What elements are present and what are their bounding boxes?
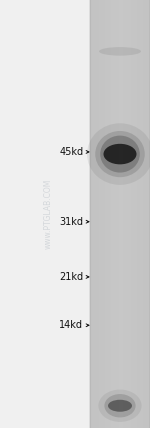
Bar — [112, 0, 114, 428]
Text: 21kd: 21kd — [59, 272, 83, 282]
Bar — [92, 0, 93, 428]
Bar — [96, 0, 98, 428]
Bar — [110, 0, 111, 428]
Bar — [123, 0, 124, 428]
Bar — [147, 0, 148, 428]
Bar — [148, 0, 150, 428]
Bar — [0, 0, 90, 428]
Text: 45kd: 45kd — [59, 147, 83, 157]
Text: 31kd: 31kd — [59, 217, 83, 227]
Text: 14kd: 14kd — [59, 320, 83, 330]
Bar — [126, 0, 128, 428]
Bar — [124, 0, 126, 428]
Bar — [142, 0, 144, 428]
Bar — [99, 0, 100, 428]
Bar — [122, 0, 123, 428]
Bar — [138, 0, 140, 428]
Bar — [120, 0, 122, 428]
Bar — [128, 0, 129, 428]
Bar — [146, 0, 147, 428]
Bar — [106, 0, 108, 428]
Bar — [135, 0, 136, 428]
Ellipse shape — [99, 47, 141, 56]
Bar — [114, 0, 116, 428]
Ellipse shape — [87, 123, 150, 185]
Bar — [130, 0, 132, 428]
Ellipse shape — [104, 394, 136, 417]
Bar — [94, 0, 96, 428]
Bar — [144, 0, 146, 428]
Text: www.PTGLAB.COM: www.PTGLAB.COM — [44, 179, 52, 249]
Bar — [136, 0, 138, 428]
Bar — [140, 0, 141, 428]
Bar — [98, 0, 99, 428]
Bar — [102, 0, 104, 428]
Bar — [93, 0, 94, 428]
Ellipse shape — [108, 400, 132, 412]
Ellipse shape — [103, 144, 136, 164]
Bar — [105, 0, 106, 428]
Bar — [90, 0, 150, 428]
Bar — [141, 0, 142, 428]
Bar — [134, 0, 135, 428]
Bar — [118, 0, 120, 428]
Bar — [117, 0, 118, 428]
Bar — [90, 0, 92, 428]
Ellipse shape — [95, 131, 145, 177]
Bar — [132, 0, 134, 428]
Bar — [116, 0, 117, 428]
Ellipse shape — [98, 389, 142, 422]
Ellipse shape — [100, 136, 140, 172]
Bar — [103, 0, 105, 428]
Bar — [100, 0, 102, 428]
Bar — [111, 0, 112, 428]
Bar — [129, 0, 130, 428]
Bar — [108, 0, 110, 428]
